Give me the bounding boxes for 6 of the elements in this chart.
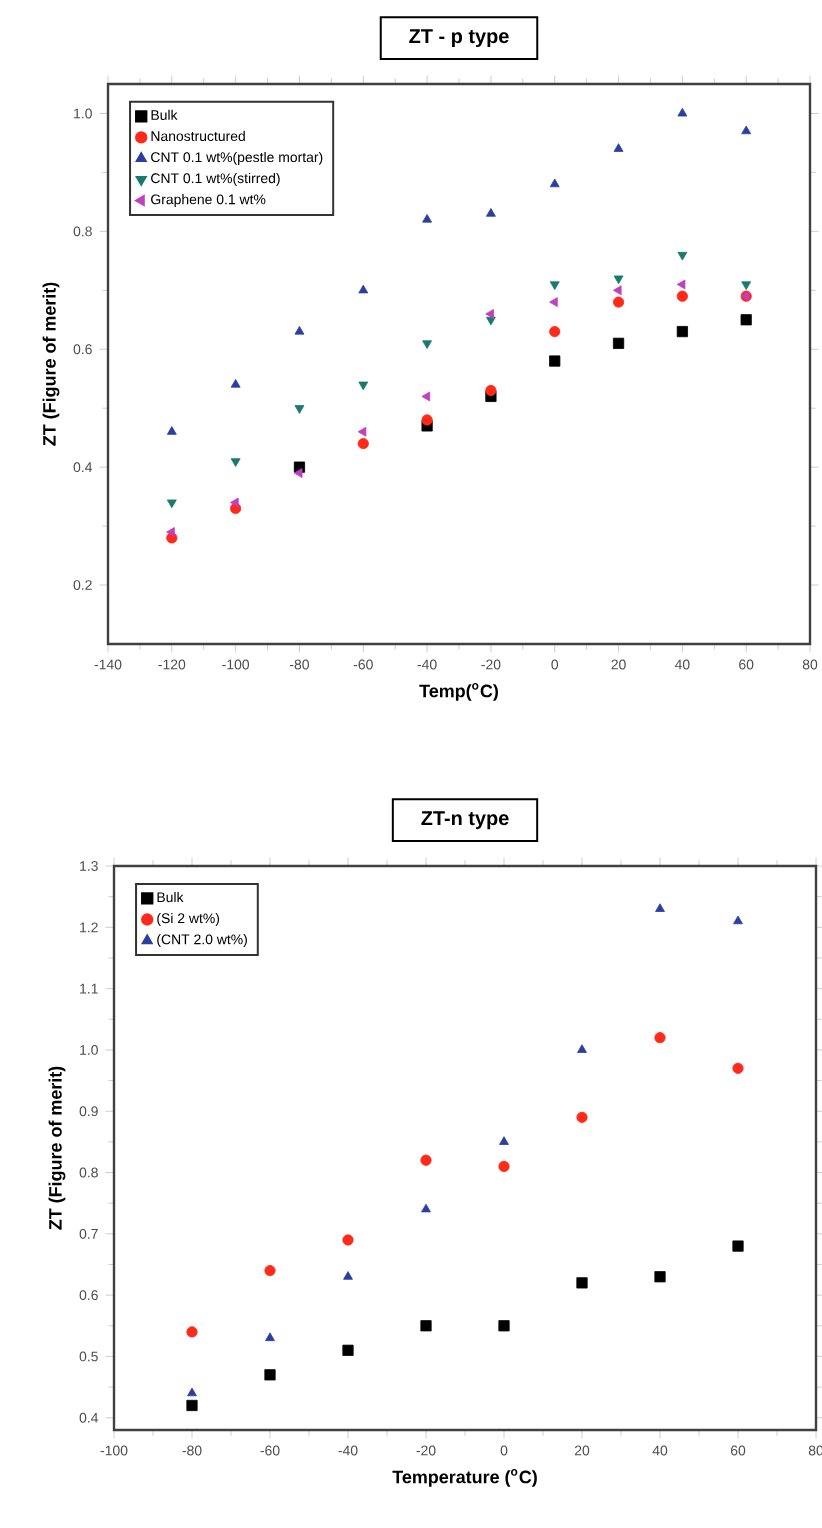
chart-title: ZT-n type	[421, 811, 509, 830]
x-axis-title: Temp($^{o}$C)	[419, 683, 498, 701]
y-axis-title: ZT (Figure of merit)	[48, 1066, 66, 1230]
chart-title: ZT - p type	[409, 29, 509, 48]
y-axis-title: ZT (Figure of merit)	[42, 282, 60, 446]
x-axis-title: Temperature ($^{o}$C)	[392, 1469, 537, 1487]
